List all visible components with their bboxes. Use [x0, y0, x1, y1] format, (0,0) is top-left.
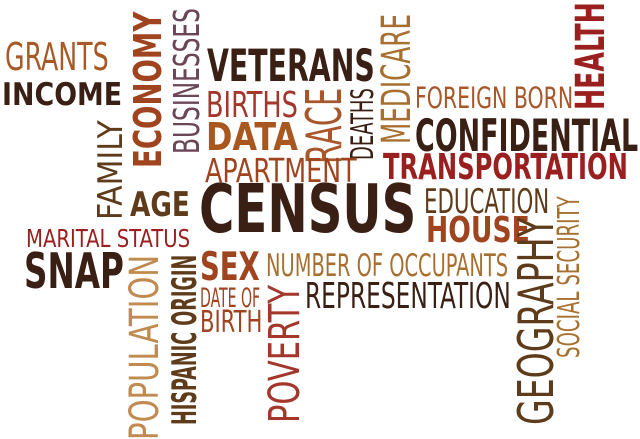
word-family: FAMILY: [91, 120, 130, 220]
word-census: CENSUS: [199, 170, 417, 249]
word-births: BIRTHS: [206, 85, 298, 127]
word-marital-status: MARITAL STATUS: [26, 223, 191, 253]
word-representation: REPRESENTATION: [305, 276, 511, 318]
word-transportation: TRANSPORTATION: [383, 147, 628, 189]
word-poverty: POVERTY: [260, 284, 310, 423]
word-birth: BIRTH: [200, 305, 263, 341]
word-businesses: BUSINESSES: [167, 8, 208, 155]
word-confidential: CONFIDENTIAL: [415, 108, 639, 162]
word-date-of: DATE OF: [200, 282, 261, 314]
word-age: AGE: [130, 185, 190, 225]
word-income: INCOME: [2, 77, 123, 114]
word-foreign-born: FOREIGN BORN: [415, 81, 574, 116]
word-snap: SNAP: [24, 242, 124, 301]
word-population: POPULATION: [121, 254, 168, 439]
word-data: DATA: [206, 114, 298, 159]
word-house: HOUSE: [426, 210, 530, 252]
word-economy: ECONOMY: [126, 11, 170, 169]
word-sex: SEX: [200, 244, 260, 290]
word-number-of-occupants: NUMBER OF OCCUPANTS: [266, 248, 509, 285]
word-education: EDUCATION: [424, 182, 550, 222]
word-apartment: APARTMENT: [205, 152, 357, 191]
word-social-security: SOCIAL SECURITY: [552, 196, 587, 358]
word-medicare: MEDICARE: [373, 13, 420, 144]
word-health: HEALTH: [567, 2, 614, 111]
word-grants: GRANTS: [5, 34, 109, 79]
word-veterans: VETERANS: [207, 38, 375, 92]
word-hispanic-origin: HISPANIC ORIGIN: [165, 254, 204, 425]
